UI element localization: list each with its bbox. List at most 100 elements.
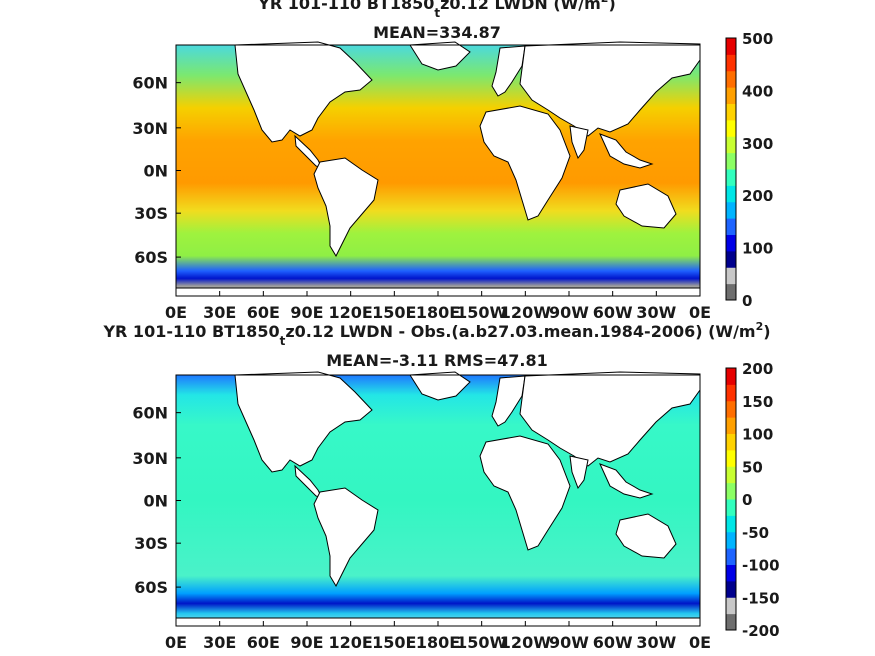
panel-2-colorbar-frame [725, 367, 737, 631]
panel-1-colorbar-segment [726, 267, 736, 285]
panel-1-colorbar-segment [726, 218, 736, 235]
panel-2-colorbar-segment [726, 466, 736, 484]
panel-1-colorbar-segment [726, 234, 736, 252]
panel-1-title: YR 101-110 BT1850tz0.12 LWDN (W/m2) [257, 0, 616, 20]
panel-2-colorbar-tick-label: -50 [742, 524, 769, 542]
panel-2-x-tick-label: 60E [247, 633, 280, 652]
panel-1-colorbar-segment [726, 169, 736, 186]
panel-2-colorbar-segment [726, 482, 736, 500]
panel-2-y-tick-label: 60N [132, 404, 168, 423]
panel-2-colorbar-segment [726, 515, 736, 533]
panel-2-colorbar-segment [726, 384, 736, 402]
panel-2-x-tick-label: 120W [500, 633, 551, 652]
panel-2-x-tick-label: 30W [636, 633, 676, 652]
panel-1-y-tick-label: 60N [132, 74, 168, 93]
panel-1-y-tick-label: 60S [134, 248, 168, 267]
panel-2-x-tick-label: 0E [689, 633, 711, 652]
panel-1-x-tick-label: 30E [203, 303, 236, 322]
panel-1-x-tick-label: 0E [689, 303, 711, 322]
panel-1-title-subscript: t [434, 6, 440, 20]
panel-1-x-tick-label: 180E [416, 303, 460, 322]
panel-1-subtitle: MEAN=334.87 [373, 23, 501, 42]
panel-1-x-tick-label: 150E [372, 303, 416, 322]
panel-2-colorbar-segment [726, 449, 736, 467]
panel-1-colorbar-segment [726, 250, 736, 268]
panel-1-colorbar-tick-label: 300 [742, 135, 773, 153]
panel-1-x-tick-label: 90E [290, 303, 323, 322]
panel-1-colorbar-tick-label: 100 [742, 240, 773, 258]
panel-1-colorbar-tick-label: 0 [742, 292, 752, 310]
panel-1-colorbar-segment [726, 136, 736, 154]
panel-1-x-tick-label: 0E [165, 303, 187, 322]
panel-2-x-tick-label: 60W [593, 633, 633, 652]
panel-1-colorbar: 500 400 300 200 100 0 [725, 30, 773, 310]
panel-1-y-tick-label: 0N [143, 162, 168, 181]
panel-2-y-tick-label: 60S [134, 578, 168, 597]
panel-2-y-tick-label: 30N [132, 449, 168, 468]
panel-1-x-tick-label: 30W [636, 303, 676, 322]
panel-1-x-tick-label: 150W [456, 303, 507, 322]
panel-1-colorbar-segment [726, 87, 736, 104]
panel-1-colorbar-segment [726, 54, 736, 72]
panel-2-colorbar-segment [726, 368, 736, 385]
panel-1-x-tick-label: 120E [329, 303, 373, 322]
panel-1-y-ticks: 60N 30N 0N 30S 60S [132, 74, 181, 267]
panel-2-colorbar-tick-label: 50 [742, 458, 763, 476]
panel-2-colorbar-segment [726, 564, 736, 582]
panel-2-colorbar-tick-label: 200 [742, 360, 773, 378]
panel-2-x-tick-label: 30E [203, 633, 236, 652]
panel-2-colorbar-segment [726, 499, 736, 516]
panel-1-colorbar-segment [726, 201, 736, 219]
panel-2-colorbar-segment [726, 548, 736, 565]
panel-1-y-tick-label: 30N [132, 119, 168, 138]
panel-1-x-tick-label: 120W [500, 303, 551, 322]
panel-1: YR 101-110 BT1850tz0.12 LWDN (W/m2) MEAN… [132, 0, 773, 322]
panel-2-colorbar-segment [726, 613, 736, 631]
panel-2-colorbar-segment [726, 433, 736, 451]
panel-2-colorbar-tick-label: 0 [742, 491, 752, 509]
panel-2-y-tick-label: 0N [143, 492, 168, 511]
panel-2-colorbar-tick-label: 100 [742, 426, 773, 444]
panel-2-colorbar-tick-label: -150 [742, 589, 780, 607]
panel-1-title-superscript: 2 [601, 0, 609, 5]
panel-1-x-tick-label: 60W [593, 303, 633, 322]
panel-2-colorbar-tick-label: -100 [742, 557, 780, 575]
panel-1-colorbar-tick-label: 500 [742, 30, 773, 48]
panel-2-y-ticks: 60N 30N 0N 30S 60S [132, 404, 181, 597]
panel-1-colorbar-segment [726, 103, 736, 121]
panel-2-title: YR 101-110 BT1850tz0.12 LWDN - Obs.(a.b2… [102, 320, 770, 348]
panel-2-x-tick-label: 0E [165, 633, 187, 652]
panel-2-colorbar: 200 150 100 50 0 -50 -100 -150 -200 [725, 360, 780, 640]
panel-2-subtitle: MEAN=-3.11 RMS=47.81 [326, 351, 548, 370]
panel-2-x-tick-label: 150E [372, 633, 416, 652]
panel-2-x-tick-label: 90W [549, 633, 589, 652]
panel-2-colorbar-segment [726, 531, 736, 549]
panel-1-x-tick-label: 60E [247, 303, 280, 322]
panel-2-colorbar-tick-label: -200 [742, 622, 780, 640]
panel-2-x-tick-label: 150W [456, 633, 507, 652]
panel-2-title-superscript: 2 [756, 320, 764, 333]
panel-1-colorbar-tick-label: 200 [742, 187, 773, 205]
panel-2-y-tick-label: 30S [134, 534, 168, 553]
panel-1-colorbar-segment [726, 283, 736, 301]
panel-1-colorbar-segment [726, 152, 736, 170]
panel-1-colorbar-tick-label: 400 [742, 82, 773, 100]
panel-1-colorbar-segment [726, 70, 736, 88]
panel-1-colorbar-segment [726, 119, 736, 137]
panel-2-title-subscript: t [280, 334, 286, 348]
panel-2-colorbar-segment [726, 597, 736, 615]
panel-2-x-tick-label: 180E [416, 633, 460, 652]
panel-1-x-tick-label: 90W [549, 303, 589, 322]
panel-2: YR 101-110 BT1850tz0.12 LWDN - Obs.(a.b2… [102, 320, 779, 652]
panel-1-colorbar-segment [726, 185, 736, 203]
panel-2-colorbar-tick-label: 150 [742, 393, 773, 411]
panel-2-x-tick-label: 90E [290, 633, 323, 652]
panel-1-colorbar-frame [725, 37, 737, 301]
panel-2-x-tick-label: 120E [329, 633, 373, 652]
panel-2-colorbar-segment [726, 417, 736, 434]
panel-2-colorbar-segment [726, 400, 736, 418]
panel-1-colorbar-segment [726, 38, 736, 55]
